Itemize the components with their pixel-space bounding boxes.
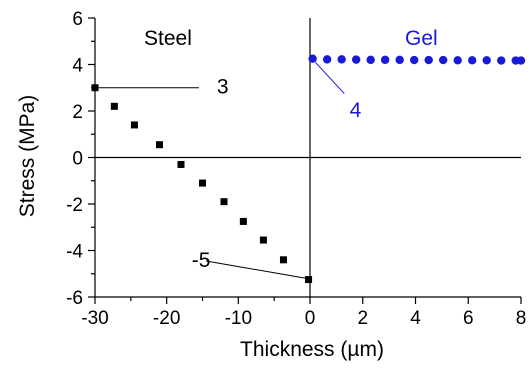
x-axis-title: Thickness (µm) — [240, 338, 384, 361]
x-tick-label: 0 — [305, 308, 316, 329]
data-point-circle — [395, 55, 404, 65]
data-point-circle — [380, 55, 390, 65]
data-point-square — [177, 160, 185, 168]
y-tick-label: 2 — [72, 102, 83, 123]
y-tick-label: -2 — [66, 195, 83, 216]
region-label-gel: Gel — [405, 27, 438, 50]
data-point-circle — [482, 56, 491, 65]
data-point-circle — [366, 55, 375, 65]
annotation-label: -5 — [192, 249, 211, 272]
data-point-square — [305, 276, 313, 284]
annotation-leader-line — [314, 61, 345, 94]
x-tick-label: 8 — [516, 308, 527, 329]
y-tick-label: -6 — [66, 288, 83, 309]
x-tick-label: 2 — [357, 308, 368, 329]
data-points — [91, 54, 526, 284]
data-point-circle — [516, 56, 526, 65]
x-tick-label: 6 — [463, 308, 474, 329]
y-tick-label: -4 — [66, 242, 83, 263]
data-point-square — [220, 198, 228, 206]
annotation-labels: 3 4 -5 — [192, 76, 362, 272]
data-point-square — [130, 121, 138, 129]
text-labels: Steel Gel Thickness (µm) Stress (MPa) — [16, 27, 438, 361]
data-point-square — [91, 84, 99, 92]
ticks — [88, 17, 522, 304]
y-tick-label: 4 — [72, 56, 83, 77]
y-tick-label: 6 — [72, 9, 83, 30]
data-point-square — [279, 256, 287, 264]
data-point-square — [110, 102, 118, 110]
region-label-steel: Steel — [144, 27, 192, 50]
annotation-leader-line — [205, 260, 307, 279]
annotation-leader-lines — [95, 61, 345, 279]
reference-lines — [95, 18, 521, 297]
annotation-label: 4 — [350, 99, 362, 122]
data-point-circle — [424, 55, 433, 65]
data-point-circle — [337, 55, 346, 64]
y-tick-label: 0 — [72, 149, 83, 170]
x-tick-label: -20 — [153, 308, 180, 329]
x-tick-label: -10 — [225, 308, 252, 329]
data-point-circle — [497, 56, 506, 65]
data-point-circle — [308, 54, 317, 63]
data-point-circle — [351, 55, 361, 64]
data-point-circle — [438, 55, 448, 65]
x-tick-label: 4 — [410, 308, 421, 329]
data-point-circle — [409, 55, 419, 65]
data-point-circle — [453, 56, 462, 65]
data-point-circle — [468, 56, 477, 65]
data-point-square — [199, 179, 206, 187]
annotation-label: 3 — [217, 76, 229, 99]
data-point-circle — [322, 55, 332, 64]
data-point-square — [239, 217, 247, 225]
y-axis-title: Stress (MPa) — [16, 95, 39, 218]
data-point-square — [259, 236, 267, 244]
x-tick-label: -30 — [81, 308, 108, 329]
data-point-square — [156, 141, 163, 149]
